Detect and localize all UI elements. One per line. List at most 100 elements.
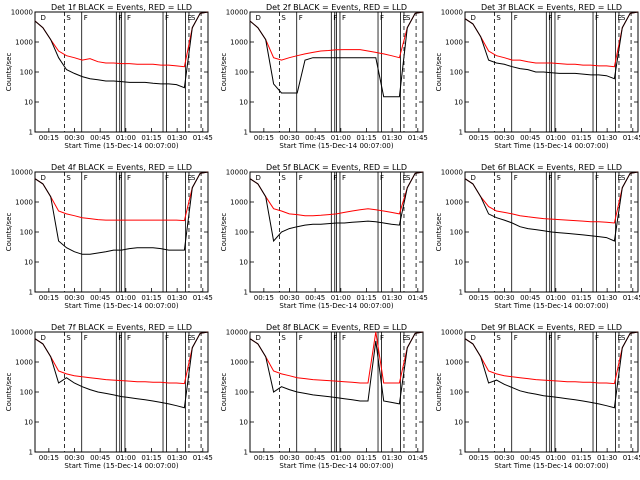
x-tick-label: 01:45 xyxy=(623,294,640,302)
y-tick-label: 1 xyxy=(244,129,248,137)
marker-letter: F xyxy=(84,14,88,22)
x-tick-label: 00:45 xyxy=(90,134,110,142)
marker-letter: S xyxy=(621,334,626,342)
marker-letter: E xyxy=(403,14,407,22)
marker-letter: S xyxy=(406,174,411,182)
x-tick-label: 00:45 xyxy=(305,454,325,462)
y-tick-label: 10000 xyxy=(226,169,248,177)
y-tick-label: 100 xyxy=(450,389,463,397)
x-tick-label: 01:30 xyxy=(382,454,402,462)
marker-letter: F xyxy=(333,174,337,182)
y-tick-label: 100 xyxy=(20,389,33,397)
marker-letter: D xyxy=(40,14,45,22)
panel-title: Det 2f BLACK = Events, RED = LLD xyxy=(266,3,407,12)
x-tick-label: 01:15 xyxy=(356,294,376,302)
marker-letter: E xyxy=(188,14,192,22)
x-axis-label: Start Time (15-Dec-14 00:07:00) xyxy=(64,302,178,310)
panel-det-7: Det 7f BLACK = Events, RED = LLD 1 10 100 10… xyxy=(5,323,213,470)
x-axis-label: Start Time (15-Dec-14 00:07:00) xyxy=(279,302,393,310)
marker-letter: D xyxy=(470,14,475,22)
x-tick-label: 01:45 xyxy=(408,294,428,302)
marker-letter: F xyxy=(514,334,518,342)
y-tick-label: 100 xyxy=(450,229,463,237)
x-tick-label: 01:15 xyxy=(571,454,591,462)
y-tick-label: 1 xyxy=(29,449,33,457)
y-tick-label: 1000 xyxy=(445,39,463,47)
y-tick-label: 10000 xyxy=(226,329,248,337)
marker-letter: F xyxy=(165,14,169,22)
lld-series-line xyxy=(464,11,639,68)
y-axis-label: Counts/sec xyxy=(5,53,13,92)
y-tick-label: 10000 xyxy=(11,329,33,337)
marker-letter: F xyxy=(595,14,599,22)
marker-letter: E xyxy=(188,174,192,182)
marker-letter: E xyxy=(403,334,407,342)
events-series-line xyxy=(249,11,424,98)
marker-letter: D xyxy=(40,334,45,342)
marker-letter: E xyxy=(188,334,192,342)
panel-title: Det 3f BLACK = Events, RED = LLD xyxy=(481,3,622,12)
marker-letter: D xyxy=(470,174,475,182)
y-axis-label: Counts/sec xyxy=(435,373,443,412)
x-tick-label: 00:45 xyxy=(520,294,540,302)
marker-letter: E xyxy=(618,174,622,182)
events-series-line xyxy=(249,331,424,405)
x-axis-label: Start Time (15-Dec-14 00:07:00) xyxy=(64,462,178,470)
marker-letter: F xyxy=(557,334,561,342)
y-tick-label: 10000 xyxy=(441,169,463,177)
marker-letter: F xyxy=(342,14,346,22)
x-tick-label: 01:45 xyxy=(408,134,428,142)
x-tick-label: 01:45 xyxy=(193,294,213,302)
panel-det-3: Det 3f BLACK = Events, RED = LLD 1 10 100 10… xyxy=(435,3,640,150)
y-tick-label: 1 xyxy=(244,449,248,457)
marker-letter: F xyxy=(514,174,518,182)
panel-det-2: Det 2f BLACK = Events, RED = LLD 1 10 100 10… xyxy=(220,3,428,150)
marker-letter: F xyxy=(380,174,384,182)
panel-det-5: Det 5f BLACK = Events, RED = LLD 1 10 100 10… xyxy=(220,163,428,310)
marker-letter: S xyxy=(191,334,196,342)
x-tick-label: 01:45 xyxy=(623,134,640,142)
y-tick-label: 100 xyxy=(235,229,248,237)
panel-title: Det 5f BLACK = Events, RED = LLD xyxy=(266,163,407,172)
marker-letter: S xyxy=(191,174,196,182)
marker-letter: F xyxy=(514,14,518,22)
x-tick-label: 01:00 xyxy=(116,454,136,462)
marker-letter: D xyxy=(255,174,260,182)
y-axis-label: Counts/sec xyxy=(435,53,443,92)
lld-series-line xyxy=(249,331,424,384)
marker-letter: F xyxy=(595,334,599,342)
x-tick-label: 00:15 xyxy=(39,134,59,142)
marker-letter: E xyxy=(403,174,407,182)
x-tick-label: 00:30 xyxy=(64,134,84,142)
y-tick-label: 100 xyxy=(450,69,463,77)
x-tick-label: 00:15 xyxy=(39,294,59,302)
x-tick-label: 01:00 xyxy=(331,454,351,462)
marker-letter: S xyxy=(406,334,411,342)
y-tick-label: 1000 xyxy=(15,199,33,207)
marker-letter: F xyxy=(84,334,88,342)
marker-letter: S xyxy=(281,174,286,182)
x-tick-label: 01:30 xyxy=(597,294,617,302)
marker-letter: F xyxy=(299,334,303,342)
y-tick-label: 1000 xyxy=(445,359,463,367)
x-tick-label: 01:45 xyxy=(193,134,213,142)
marker-letter: S xyxy=(496,334,501,342)
x-tick-label: 00:45 xyxy=(520,134,540,142)
y-axis-label: Counts/sec xyxy=(220,213,228,252)
y-tick-label: 10 xyxy=(24,419,33,427)
x-tick-label: 01:30 xyxy=(167,294,187,302)
panel-det-8: Det 8f BLACK = Events, RED = LLD 1 10 100 10… xyxy=(220,323,428,470)
y-tick-label: 1 xyxy=(459,129,463,137)
x-tick-label: 00:15 xyxy=(254,454,274,462)
panel-title: Det 1f BLACK = Events, RED = LLD xyxy=(51,3,192,12)
y-tick-label: 10 xyxy=(239,99,248,107)
y-tick-label: 1 xyxy=(29,289,33,297)
marker-letter: D xyxy=(40,174,45,182)
marker-letter: D xyxy=(470,334,475,342)
y-tick-label: 100 xyxy=(20,229,33,237)
marker-letter: S xyxy=(191,14,196,22)
events-series-line xyxy=(34,331,209,409)
marker-letter: D xyxy=(255,14,260,22)
lld-series-line xyxy=(34,11,209,68)
y-tick-label: 10000 xyxy=(226,9,248,17)
